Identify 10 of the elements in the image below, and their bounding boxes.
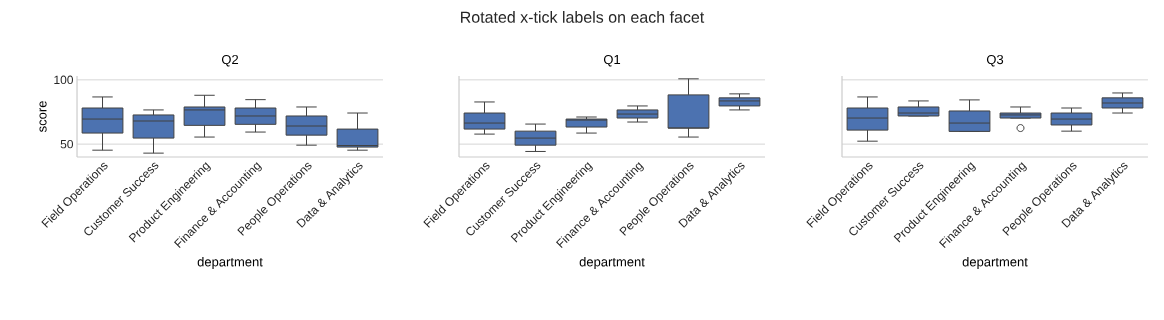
chart-title: Q1	[603, 54, 621, 67]
y-tick-label: 100	[54, 75, 74, 85]
y-axis-title: score	[39, 101, 47, 133]
chart-title: Q3	[986, 54, 1004, 67]
x-axis-title: department	[962, 256, 1028, 270]
chart-title: Q2	[221, 54, 239, 67]
x-axis-title: department	[197, 256, 263, 270]
text: Rotated x-tick labels on each facet	[461, 11, 705, 23]
y-tick-label: 50	[60, 139, 74, 149]
x-axis-title: department	[579, 256, 645, 270]
